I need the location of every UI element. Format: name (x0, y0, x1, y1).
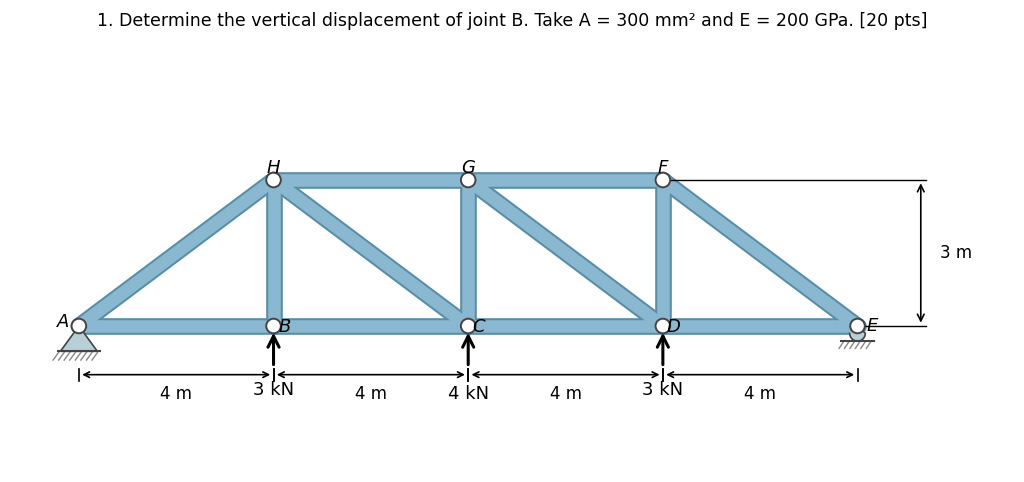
Text: F: F (657, 159, 668, 177)
Circle shape (461, 173, 475, 187)
Text: 4 m: 4 m (550, 386, 582, 403)
Circle shape (655, 173, 670, 187)
Text: 4 m: 4 m (355, 386, 387, 403)
Circle shape (655, 319, 670, 333)
Text: 4 m: 4 m (160, 386, 193, 403)
Text: 1. Determine the vertical displacement of joint B. Take A = 300 mm² and E = 200 : 1. Determine the vertical displacement o… (96, 12, 928, 30)
Text: A: A (57, 313, 70, 331)
Text: C: C (473, 318, 485, 336)
Text: 4 kN: 4 kN (447, 386, 488, 403)
Circle shape (461, 319, 475, 333)
Circle shape (72, 319, 86, 333)
Circle shape (266, 319, 281, 333)
Text: E: E (866, 317, 878, 335)
Text: 3 kN: 3 kN (642, 380, 683, 399)
Text: 3 m: 3 m (940, 244, 973, 262)
Text: 4 m: 4 m (744, 386, 776, 403)
Polygon shape (60, 326, 97, 351)
Polygon shape (850, 326, 865, 341)
Text: D: D (667, 318, 681, 336)
Text: B: B (279, 318, 291, 336)
Text: H: H (267, 159, 281, 177)
Text: G: G (461, 159, 475, 177)
Text: 3 kN: 3 kN (253, 380, 294, 399)
Circle shape (850, 319, 865, 333)
Circle shape (266, 173, 281, 187)
